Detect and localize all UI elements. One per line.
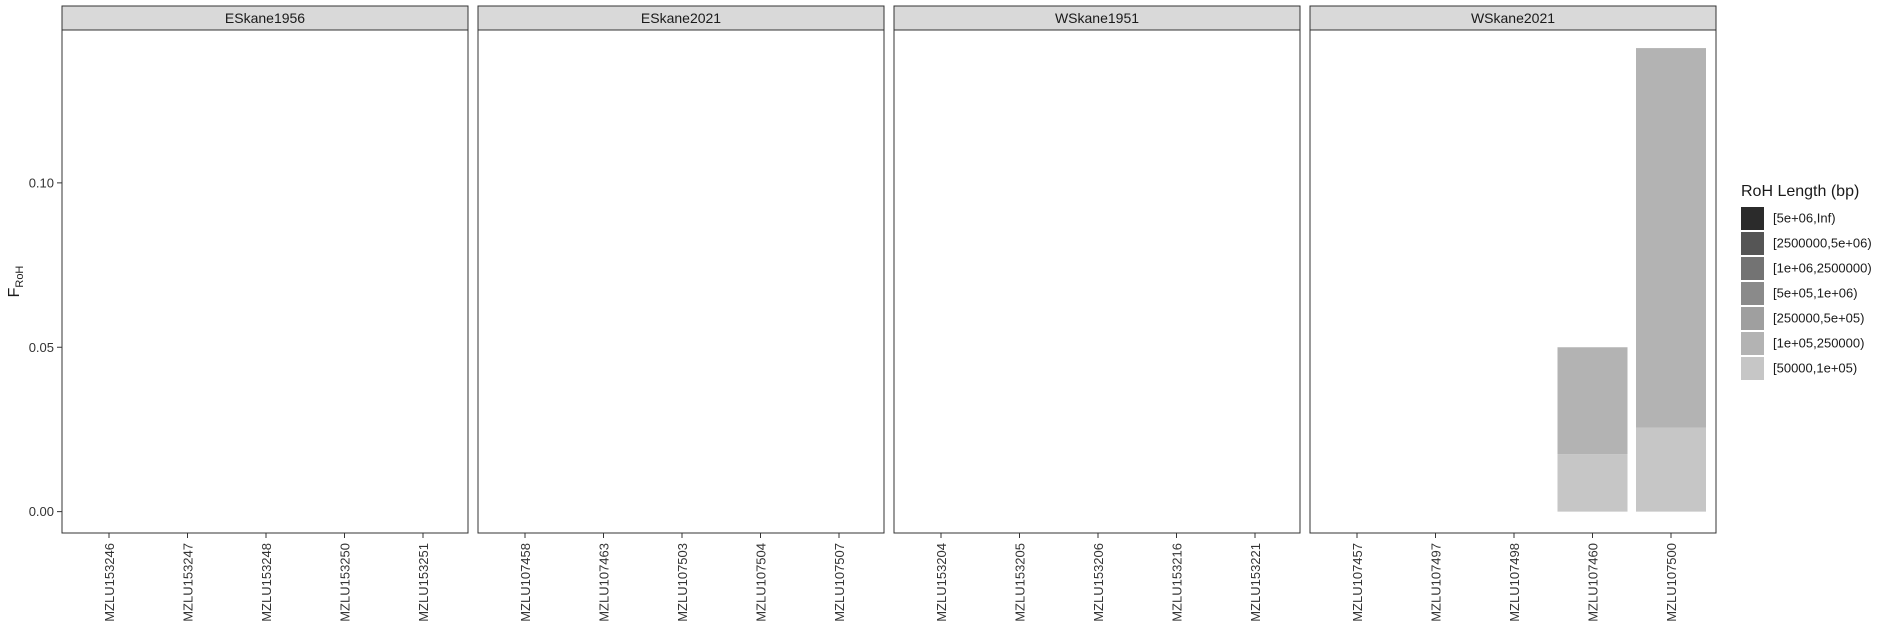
x-tick-label: MZLU153248 [259,543,274,621]
x-tick-label: MZLU107460 [1586,543,1601,621]
x-tick-label: MZLU153216 [1170,543,1185,621]
y-axis-title: FRoH [6,266,26,298]
x-tick-label: MZLU153204 [934,543,949,621]
panel-border [61,29,469,534]
legend-label: [5e+05,1e+06) [1773,286,1858,301]
y-axis-title-main: F [6,287,23,297]
legend-label: [1e+05,250000) [1773,336,1864,351]
facet-strip-label: ESkane1956 [225,10,305,26]
legend-label: [50000,1e+05) [1773,361,1857,376]
x-tick-label: MZLU153221 [1248,543,1263,621]
facet-strip [1309,5,1717,31]
x-tick-label: MZLU107503 [675,543,690,621]
facet-strip-label: ESkane2021 [641,10,721,26]
x-tick-label: MZLU107507 [832,543,847,621]
legend-key [1741,257,1764,280]
legend-label: [2500000,5e+06) [1773,236,1872,251]
x-tick-label: MZLU153251 [416,543,431,621]
x-tick-label: MZLU107504 [754,543,769,621]
x-tick-label: MZLU153205 [1013,543,1028,621]
x-tick-label: MZLU107463 [597,543,612,621]
x-tick-label: MZLU153246 [102,543,117,621]
x-tick-label: MZLU107497 [1429,543,1444,621]
x-tick-label: MZLU107457 [1350,543,1365,621]
x-tick-label: MZLU153250 [338,543,353,621]
y-tick-label: 0.05 [29,340,54,355]
y-axis-title-subscript: RoH [14,266,26,288]
x-tick-label: MZLU107500 [1664,543,1679,621]
legend-key [1741,357,1764,380]
legend-title: RoH Length (bp) [1741,183,1859,200]
legend-label: [5e+06,Inf) [1773,211,1836,226]
panel-border [1309,29,1717,534]
facet-strip-label: WSkane1951 [1055,10,1139,26]
legend-key [1741,282,1764,305]
facet-strip [61,5,469,31]
x-tick-label: MZLU153247 [181,543,196,621]
legend-label: [1e+06,2500000) [1773,261,1872,276]
bar-segment [1557,347,1628,455]
bar-segment [1636,48,1706,428]
legend-key [1741,307,1764,330]
x-tick-label: MZLU107458 [518,543,533,621]
x-tick-label: MZLU107498 [1507,543,1522,621]
bar-segment [1636,427,1706,512]
y-tick-label: 0.00 [29,504,54,519]
y-tick-label: 0.10 [29,175,54,190]
legend-key [1741,232,1764,255]
panel-border [893,29,1301,534]
legend-label: [250000,5e+05) [1773,311,1864,326]
x-tick-label: MZLU153206 [1091,543,1106,621]
legend-key [1741,207,1764,230]
facet-strip-label: WSkane2021 [1471,10,1555,26]
panel-border [477,29,885,534]
bar-segment [1557,454,1628,512]
legend-key [1741,332,1764,355]
